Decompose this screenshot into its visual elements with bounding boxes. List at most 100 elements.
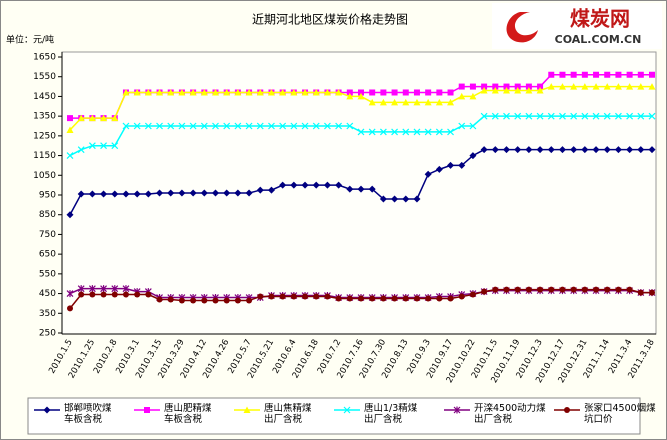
point bbox=[391, 89, 398, 96]
point bbox=[100, 291, 107, 298]
point bbox=[122, 190, 130, 198]
point bbox=[156, 189, 164, 197]
point bbox=[312, 181, 320, 189]
point bbox=[212, 88, 219, 96]
point bbox=[402, 195, 410, 203]
point bbox=[514, 286, 521, 293]
point bbox=[111, 291, 118, 298]
point bbox=[425, 89, 432, 96]
point bbox=[447, 161, 455, 169]
point bbox=[447, 89, 454, 96]
point bbox=[570, 112, 578, 120]
point bbox=[413, 295, 420, 302]
point bbox=[559, 286, 566, 293]
point bbox=[593, 71, 600, 78]
point bbox=[313, 293, 320, 300]
point bbox=[346, 122, 354, 130]
point bbox=[369, 89, 376, 96]
point bbox=[144, 407, 150, 413]
point bbox=[290, 88, 298, 96]
point bbox=[603, 83, 611, 90]
point bbox=[447, 128, 454, 136]
point bbox=[603, 112, 611, 120]
point bbox=[335, 181, 343, 189]
point bbox=[77, 190, 85, 198]
point bbox=[43, 406, 51, 414]
point bbox=[649, 71, 655, 78]
legend-text-box: 开滦4500动力煤出厂含税 bbox=[474, 403, 546, 425]
point bbox=[480, 112, 488, 120]
point bbox=[614, 146, 622, 154]
point bbox=[581, 71, 588, 78]
point bbox=[346, 185, 354, 193]
point bbox=[212, 122, 219, 130]
point bbox=[391, 128, 399, 136]
point bbox=[290, 181, 298, 189]
point bbox=[514, 83, 521, 90]
point bbox=[134, 291, 141, 298]
point bbox=[178, 189, 186, 197]
point bbox=[246, 297, 253, 304]
point bbox=[559, 71, 566, 78]
point bbox=[391, 98, 399, 106]
point bbox=[178, 122, 186, 130]
point bbox=[189, 122, 197, 130]
legend-label: 开滦4500动力煤出厂含税 bbox=[474, 403, 546, 425]
point bbox=[335, 122, 343, 130]
point bbox=[649, 289, 655, 296]
point bbox=[424, 98, 432, 106]
point bbox=[312, 88, 320, 96]
point bbox=[458, 83, 465, 90]
point bbox=[570, 83, 578, 90]
y-tick-label: 750 bbox=[39, 230, 56, 240]
point bbox=[88, 190, 96, 198]
point bbox=[548, 71, 555, 78]
point bbox=[536, 112, 544, 120]
point bbox=[156, 88, 164, 96]
point bbox=[89, 291, 96, 298]
point bbox=[111, 114, 119, 122]
point bbox=[78, 291, 85, 298]
point bbox=[581, 146, 589, 154]
point bbox=[343, 406, 351, 414]
point bbox=[480, 146, 488, 154]
point bbox=[346, 295, 353, 302]
point bbox=[268, 293, 275, 300]
legend-label: 邯郸喷吹煤车板含税 bbox=[64, 403, 112, 425]
y-tick-label: 650 bbox=[39, 250, 56, 260]
point bbox=[368, 98, 376, 106]
point bbox=[481, 288, 488, 295]
point bbox=[592, 83, 600, 90]
point bbox=[525, 286, 532, 293]
y-tick-label: 1150 bbox=[33, 151, 56, 161]
y-tick-label: 950 bbox=[39, 191, 56, 201]
point bbox=[425, 295, 432, 302]
legend-text-box: 唐山焦精煤出厂含税 bbox=[264, 403, 312, 425]
point bbox=[604, 286, 611, 293]
point bbox=[200, 122, 208, 130]
point bbox=[144, 190, 152, 198]
point bbox=[122, 122, 130, 130]
point bbox=[603, 146, 611, 154]
point bbox=[637, 83, 645, 90]
point bbox=[133, 122, 141, 130]
point bbox=[514, 146, 522, 154]
point bbox=[145, 291, 152, 298]
point bbox=[536, 87, 544, 94]
point bbox=[436, 89, 443, 96]
point bbox=[234, 189, 242, 197]
point bbox=[637, 112, 645, 120]
point bbox=[558, 83, 566, 90]
legend-label: 唐山肥精煤车板含税 bbox=[164, 403, 212, 425]
y-tick-label: 350 bbox=[39, 309, 56, 319]
point bbox=[615, 286, 622, 293]
point bbox=[245, 122, 253, 130]
chart-title: 近期河北地区煤炭价格走势图 bbox=[252, 12, 408, 27]
point bbox=[458, 122, 466, 130]
y-tick-label: 1450 bbox=[33, 92, 56, 102]
point bbox=[279, 181, 287, 189]
point bbox=[626, 83, 634, 90]
point bbox=[357, 92, 365, 100]
point bbox=[537, 83, 544, 90]
